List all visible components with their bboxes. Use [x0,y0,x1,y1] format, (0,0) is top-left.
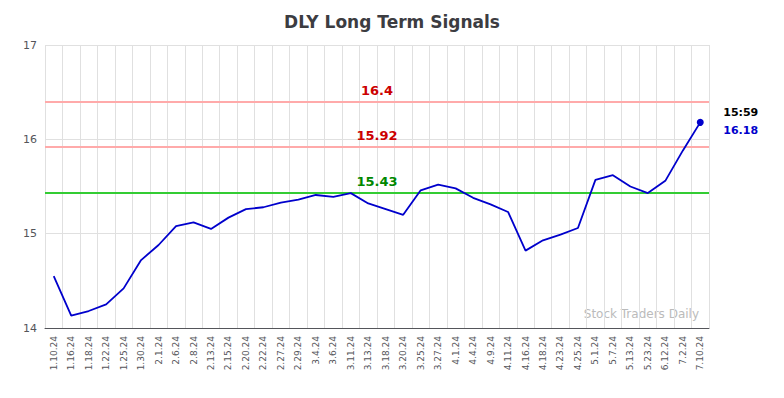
svg-text:7.2.24: 7.2.24 [678,336,688,365]
svg-text:3.11.24: 3.11.24 [346,336,356,371]
svg-text:2.22.24: 2.22.24 [258,336,268,371]
svg-text:5.7.24: 5.7.24 [608,336,618,365]
svg-text:2.13.24: 2.13.24 [206,336,216,371]
svg-text:7.10.24: 7.10.24 [695,336,705,371]
svg-text:2.1.24: 2.1.24 [154,336,164,365]
svg-text:2.15.24: 2.15.24 [223,336,233,371]
svg-text:4.4.24: 4.4.24 [468,336,478,365]
svg-text:4.1.24: 4.1.24 [451,336,461,365]
svg-text:3.6.24: 3.6.24 [328,336,338,365]
svg-text:15.92: 15.92 [356,128,397,143]
svg-text:14: 14 [23,322,37,335]
svg-text:2.27.24: 2.27.24 [276,336,286,371]
svg-text:1.30.24: 1.30.24 [136,336,146,371]
svg-text:15:59: 15:59 [723,106,758,119]
svg-text:5.23.24: 5.23.24 [643,336,653,371]
svg-text:4.25.24: 4.25.24 [573,336,583,371]
svg-text:3.4.24: 3.4.24 [311,336,321,365]
svg-text:6.12.24: 6.12.24 [660,336,670,371]
svg-text:4.16.24: 4.16.24 [521,336,531,371]
svg-text:2.6.24: 2.6.24 [171,336,181,365]
svg-text:2.8.24: 2.8.24 [189,336,199,365]
svg-text:5.1.24: 5.1.24 [590,336,600,365]
svg-text:5.13.24: 5.13.24 [625,336,635,371]
svg-text:3.20.24: 3.20.24 [398,336,408,371]
svg-text:1.16.24: 1.16.24 [66,336,76,371]
svg-text:3.27.24: 3.27.24 [433,336,443,371]
svg-text:15.43: 15.43 [356,174,397,189]
svg-text:15: 15 [23,227,37,240]
svg-text:16: 16 [23,133,37,146]
svg-text:2.29.24: 2.29.24 [293,336,303,371]
svg-text:1.18.24: 1.18.24 [84,336,94,371]
svg-text:4.18.24: 4.18.24 [538,336,548,371]
svg-text:4.11.24: 4.11.24 [503,336,513,371]
svg-text:4.9.24: 4.9.24 [486,336,496,365]
svg-text:1.25.24: 1.25.24 [119,336,129,371]
svg-text:Stock Traders Daily: Stock Traders Daily [584,307,699,321]
svg-text:16.4: 16.4 [361,83,393,98]
svg-text:4.23.24: 4.23.24 [555,336,565,371]
svg-text:3.13.24: 3.13.24 [363,336,373,371]
svg-text:16.18: 16.18 [723,124,758,137]
svg-text:3.25.24: 3.25.24 [416,336,426,371]
svg-text:3.18.24: 3.18.24 [381,336,391,371]
svg-text:1.10.24: 1.10.24 [49,336,59,371]
svg-text:17: 17 [23,39,37,52]
svg-text:DLY Long Term Signals: DLY Long Term Signals [284,12,500,32]
svg-text:2.20.24: 2.20.24 [241,336,251,371]
svg-text:1.22.24: 1.22.24 [101,336,111,371]
